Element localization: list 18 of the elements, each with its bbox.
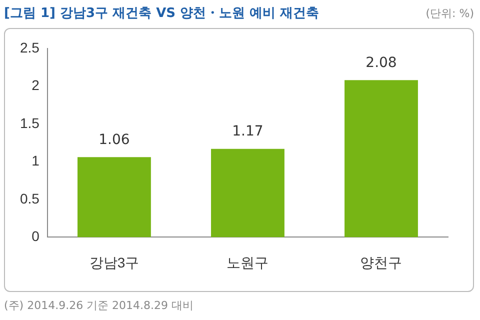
y-axis-title: (단위: %) — [426, 6, 474, 21]
data-label: 1.17 — [232, 123, 264, 140]
y-tick-label: 0 — [32, 228, 40, 244]
x-tick-label: 노원구 — [226, 254, 269, 270]
y-tick-label: 2 — [32, 77, 40, 94]
y-tick-label: 0.5 — [20, 190, 40, 206]
x-tick-label: 양천구 — [360, 254, 402, 270]
y-tick-label: 1 — [32, 152, 40, 169]
data-label: 1.06 — [98, 132, 130, 148]
chart-title: [그림 1] 강남3구 재건축 VS 양천・노원 예비 재건축 — [4, 5, 320, 22]
bar — [211, 148, 284, 238]
text: (주) 2014.9.26 기준 2014.8.29 대비 — [4, 298, 194, 313]
x-tick-label: 강남3구 — [89, 254, 140, 270]
bar — [78, 157, 151, 238]
data-label: 2.08 — [366, 54, 397, 71]
bar — [344, 80, 418, 238]
y-tick-label: 2.5 — [20, 39, 40, 56]
y-tick-label: 1.5 — [20, 114, 40, 131]
